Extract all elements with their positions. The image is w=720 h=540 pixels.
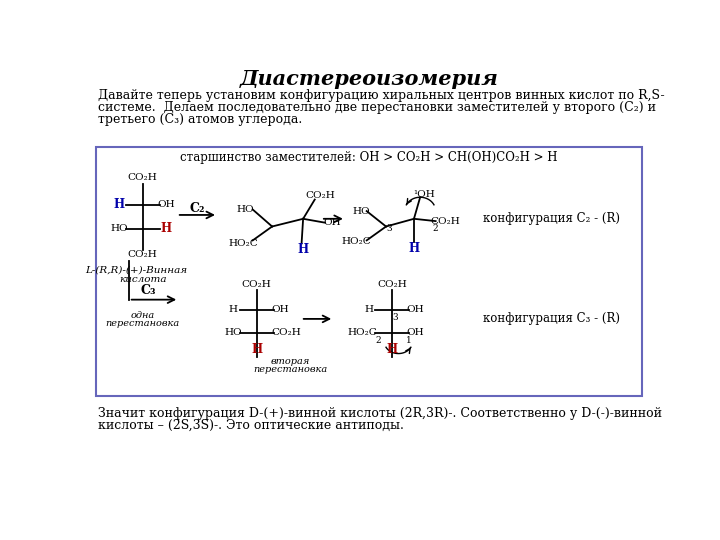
Text: H: H [161,222,171,235]
Text: HO: HO [352,207,370,215]
Text: H: H [251,343,262,356]
Text: кислота: кислота [119,275,166,284]
Text: H: H [387,343,398,356]
Text: L-(R,R)-(+)-Винная: L-(R,R)-(+)-Винная [86,266,188,275]
Text: Диастереоизомерия: Диастереоизомерия [240,69,498,89]
Text: OH: OH [324,218,341,227]
Text: HO₂C: HO₂C [348,328,378,338]
Text: CO₂H: CO₂H [377,280,407,289]
Text: HO₂C: HO₂C [342,238,372,246]
Text: HO: HO [237,205,255,214]
Text: ¹OH: ¹OH [413,190,435,199]
Text: OH: OH [157,200,175,210]
Text: CO₂H: CO₂H [128,251,158,260]
Text: 3: 3 [392,313,398,322]
Text: H: H [229,305,238,314]
Text: C₃: C₃ [140,284,156,297]
Text: H: H [364,305,374,314]
Text: OH: OH [407,305,424,314]
Text: одна: одна [130,310,155,320]
Bar [96,147,642,396]
Text: Давайте теперь установим конфигурацию хиральных центров винных кислот по R,S-: Давайте теперь установим конфигурацию хи… [98,90,665,103]
Text: конфигурация C₂ - (R): конфигурация C₂ - (R) [482,212,620,225]
Text: конфигурация C₃ - (R): конфигурация C₃ - (R) [482,313,620,326]
Text: перестановка: перестановка [253,365,327,374]
Text: CO₂H: CO₂H [128,173,158,183]
Text: OH: OH [407,328,424,338]
Text: C₂: C₂ [189,201,204,214]
Text: CO₂H: CO₂H [305,191,335,200]
Text: Значит конфигурация D-(+)-винной кислоты (2R,3R)-. Соответственно у D-(-)-винной: Значит конфигурация D-(+)-винной кислоты… [98,408,662,421]
Text: вторая: вторая [270,357,310,366]
Text: 1: 1 [406,336,412,345]
Text: CO₂H: CO₂H [242,280,271,289]
Text: 2: 2 [376,336,381,345]
Text: CO₂H: CO₂H [271,328,301,338]
Text: старшинство заместителей: OH > CO₂H > CH(OH)CO₂H > H: старшинство заместителей: OH > CO₂H > CH… [180,151,558,164]
Text: HO: HO [111,224,128,233]
Text: кислоты – (2S,3S)-. Это оптические антиподы.: кислоты – (2S,3S)-. Это оптические антип… [98,419,404,432]
Text: перестановка: перестановка [106,319,180,328]
Text: H: H [408,241,420,254]
Text: CO₂H: CO₂H [430,217,460,226]
Text: третьего (C₃) атомов углерода.: третьего (C₃) атомов углерода. [98,112,302,125]
Text: 3: 3 [387,224,392,233]
Text: HO: HO [225,328,242,338]
Text: OH: OH [271,305,289,314]
Text: HO₂C: HO₂C [228,239,258,248]
Text: системе.  Делаем последовательно две перестановки заместителей у второго (C₂) и: системе. Делаем последовательно две пере… [98,101,656,114]
Text: H: H [297,243,309,256]
Text: H: H [114,198,125,212]
Text: 2: 2 [433,224,438,233]
